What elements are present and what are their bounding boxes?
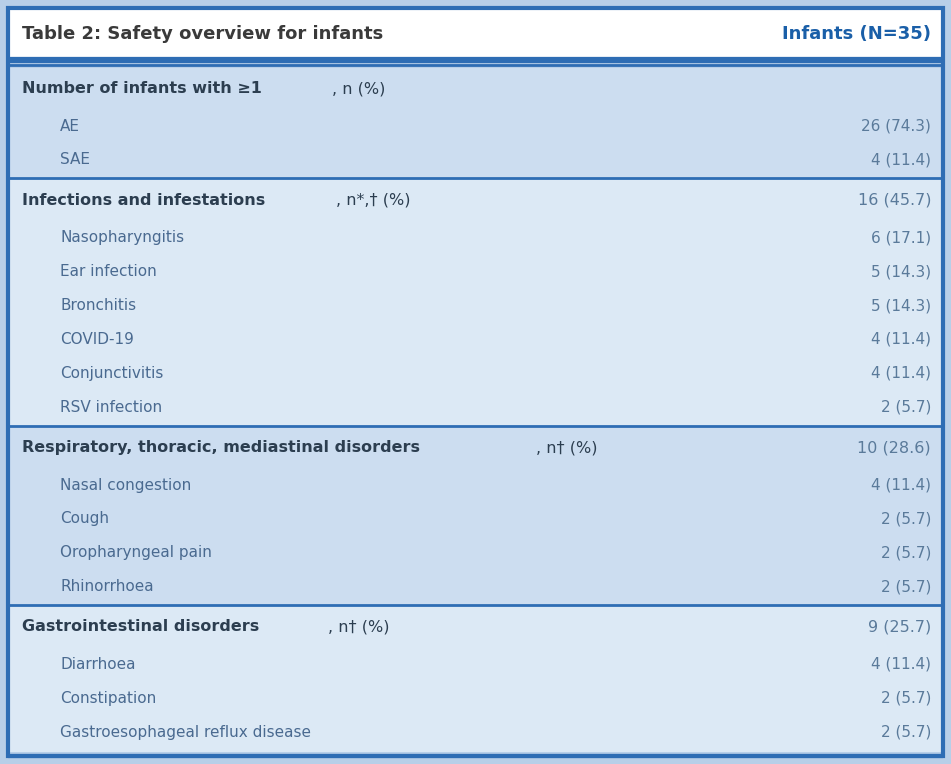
Text: 10 (28.6): 10 (28.6) xyxy=(858,440,931,455)
Text: Infections and infestations: Infections and infestations xyxy=(22,193,265,208)
Text: SAE: SAE xyxy=(60,153,90,167)
Text: , n† (%): , n† (%) xyxy=(535,440,597,455)
Bar xyxy=(8,68,943,180)
Text: 4 (11.4): 4 (11.4) xyxy=(871,366,931,381)
Text: 2 (5.7): 2 (5.7) xyxy=(881,511,931,526)
Text: 2 (5.7): 2 (5.7) xyxy=(881,725,931,740)
Text: Conjunctivitis: Conjunctivitis xyxy=(60,366,164,381)
Text: Diarrhoea: Diarrhoea xyxy=(60,657,135,672)
Text: Gastrointestinal disorders: Gastrointestinal disorders xyxy=(22,620,260,634)
Text: Table 2: Safety overview for infants: Table 2: Safety overview for infants xyxy=(22,25,383,43)
Bar xyxy=(8,607,943,752)
Text: 2 (5.7): 2 (5.7) xyxy=(881,691,931,706)
Text: , n† (%): , n† (%) xyxy=(328,620,390,634)
Text: 26 (74.3): 26 (74.3) xyxy=(861,118,931,134)
Text: COVID-19: COVID-19 xyxy=(60,332,134,347)
Text: Constipation: Constipation xyxy=(60,691,156,706)
Text: Gastroesophageal reflux disease: Gastroesophageal reflux disease xyxy=(60,725,311,740)
Text: 2 (5.7): 2 (5.7) xyxy=(881,545,931,560)
Text: 5 (14.3): 5 (14.3) xyxy=(871,264,931,279)
Text: 16 (45.7): 16 (45.7) xyxy=(858,193,931,208)
Text: Oropharyngeal pain: Oropharyngeal pain xyxy=(60,545,212,560)
Text: AE: AE xyxy=(60,118,80,134)
Text: 2 (5.7): 2 (5.7) xyxy=(881,579,931,594)
Text: 2 (5.7): 2 (5.7) xyxy=(881,400,931,415)
Text: 9 (25.7): 9 (25.7) xyxy=(867,620,931,634)
Text: , n*,† (%): , n*,† (%) xyxy=(336,193,411,208)
Text: , n (%): , n (%) xyxy=(332,81,385,96)
Text: RSV infection: RSV infection xyxy=(60,400,162,415)
Text: 4 (11.4): 4 (11.4) xyxy=(871,153,931,167)
Text: Nasopharyngitis: Nasopharyngitis xyxy=(60,230,184,245)
Bar xyxy=(8,8,943,60)
Text: 4 (11.4): 4 (11.4) xyxy=(871,657,931,672)
Text: Respiratory, thoracic, mediastinal disorders: Respiratory, thoracic, mediastinal disor… xyxy=(22,440,420,455)
Text: Nasal congestion: Nasal congestion xyxy=(60,478,191,493)
Bar xyxy=(8,180,943,427)
Text: Infants (N=35): Infants (N=35) xyxy=(782,25,931,43)
Text: Bronchitis: Bronchitis xyxy=(60,298,136,313)
Text: Cough: Cough xyxy=(60,511,109,526)
Text: 6 (17.1): 6 (17.1) xyxy=(871,230,931,245)
Text: Rhinorrhoea: Rhinorrhoea xyxy=(60,579,154,594)
Bar xyxy=(8,427,943,607)
Text: Number of infants with ≥1: Number of infants with ≥1 xyxy=(22,81,262,96)
Text: 4 (11.4): 4 (11.4) xyxy=(871,478,931,493)
Text: Ear infection: Ear infection xyxy=(60,264,157,279)
Text: 5 (14.3): 5 (14.3) xyxy=(871,298,931,313)
Text: 4 (11.4): 4 (11.4) xyxy=(871,332,931,347)
